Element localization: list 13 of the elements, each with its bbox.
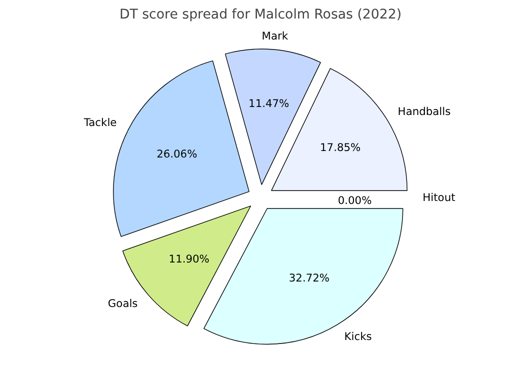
category-label: Hitout [422, 191, 456, 204]
slice-label: Tackle [82, 116, 117, 130]
data-label: 32.72% [288, 272, 330, 285]
slice-label: Goals [108, 296, 138, 310]
slice-label: Mark [262, 30, 289, 42]
data-label: 17.85% [320, 140, 361, 154]
slice-label: Handballs [398, 104, 452, 118]
text: 0.00% [338, 194, 372, 207]
chart-title: DT score spread for Malcolm Rosas (2022) [119, 8, 402, 22]
data-label: 26.06% [156, 147, 198, 160]
data-label: 11.47% [248, 97, 290, 110]
slice-label: Kicks [344, 330, 372, 343]
data-label: 11.90% [168, 252, 210, 266]
